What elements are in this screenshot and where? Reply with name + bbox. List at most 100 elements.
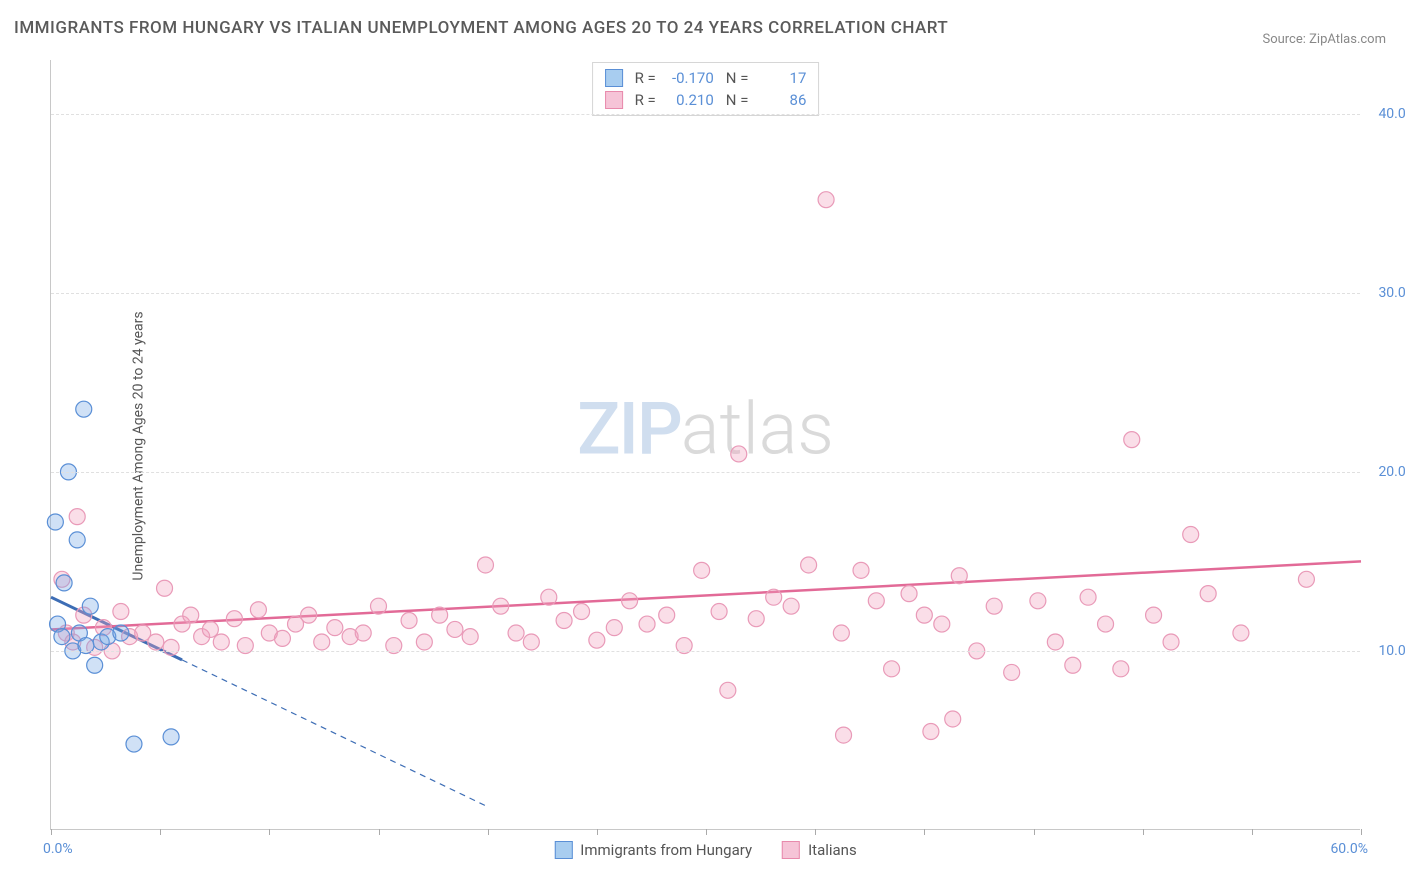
trendline-hungary-dashed xyxy=(182,660,488,807)
point-italians xyxy=(711,604,727,620)
n-label: N = xyxy=(726,69,749,87)
point-italians xyxy=(1004,664,1020,680)
x-tick xyxy=(1143,829,1144,835)
legend-label-italians: Italians xyxy=(808,841,857,859)
point-italians xyxy=(766,589,782,605)
point-italians xyxy=(783,598,799,614)
chart-title: IMMIGRANTS FROM HUNGARY VS ITALIAN UNEMP… xyxy=(14,18,948,38)
x-tick xyxy=(597,829,598,835)
y-tick-label: 10.0% xyxy=(1366,643,1406,659)
n-value-1: 86 xyxy=(756,91,806,109)
point-italians xyxy=(157,580,173,596)
point-italians xyxy=(1113,661,1129,677)
r-value-0: -0.170 xyxy=(664,69,714,87)
point-italians xyxy=(462,629,478,645)
point-hungary xyxy=(113,625,129,641)
legend-series: Immigrants from Hungary Italians xyxy=(554,841,856,859)
x-axis-min-label: 0.0% xyxy=(43,841,73,857)
point-italians xyxy=(884,661,900,677)
point-italians xyxy=(1200,586,1216,602)
point-italians xyxy=(853,562,869,578)
legend-swatch-italians xyxy=(605,91,623,109)
point-italians xyxy=(868,593,884,609)
point-italians xyxy=(1183,527,1199,543)
point-italians xyxy=(523,634,539,650)
gridline xyxy=(51,114,1360,115)
point-italians xyxy=(274,630,290,646)
r-label: R = xyxy=(635,69,656,87)
gridline xyxy=(51,293,1360,294)
source-attribution: Source: ZipAtlas.com xyxy=(1262,32,1386,47)
point-italians xyxy=(1298,571,1314,587)
point-italians xyxy=(1047,634,1063,650)
point-italians xyxy=(371,598,387,614)
point-italians xyxy=(401,612,417,628)
x-tick xyxy=(1252,829,1253,835)
x-tick xyxy=(1361,829,1362,835)
legend-stats-row-1: R = 0.210 N = 86 xyxy=(605,89,807,111)
point-hungary xyxy=(76,401,92,417)
point-italians xyxy=(1146,607,1162,623)
point-italians xyxy=(556,612,572,628)
point-italians xyxy=(589,632,605,648)
gridline xyxy=(51,472,1360,473)
y-tick-label: 30.0% xyxy=(1366,285,1406,301)
point-italians xyxy=(639,616,655,632)
legend-item-hungary: Immigrants from Hungary xyxy=(554,841,752,859)
point-italians xyxy=(447,621,463,637)
point-italians xyxy=(69,509,85,525)
chart-svg xyxy=(51,60,1360,829)
point-italians xyxy=(986,598,1002,614)
point-italians xyxy=(508,625,524,641)
point-italians xyxy=(183,607,199,623)
point-italians xyxy=(416,634,432,650)
point-italians xyxy=(818,192,834,208)
legend-label-hungary: Immigrants from Hungary xyxy=(580,841,752,859)
point-italians xyxy=(541,589,557,605)
point-italians xyxy=(250,602,266,618)
y-tick-label: 20.0% xyxy=(1366,464,1406,480)
chart-container: IMMIGRANTS FROM HUNGARY VS ITALIAN UNEMP… xyxy=(0,0,1406,892)
point-italians xyxy=(148,634,164,650)
legend-stats-row-0: R = -0.170 N = 17 xyxy=(605,67,807,89)
point-italians xyxy=(1163,634,1179,650)
point-italians xyxy=(945,711,961,727)
plot-area: ZIPatlas R = -0.170 N = 17 R = 0.210 N =… xyxy=(50,60,1360,830)
point-italians xyxy=(1030,593,1046,609)
point-italians xyxy=(574,604,590,620)
gridline xyxy=(51,651,1360,652)
point-italians xyxy=(694,562,710,578)
x-tick xyxy=(706,829,707,835)
point-italians xyxy=(1233,625,1249,641)
point-italians xyxy=(477,557,493,573)
x-tick xyxy=(488,829,489,835)
x-tick xyxy=(160,829,161,835)
point-hungary xyxy=(69,532,85,548)
point-italians xyxy=(622,593,638,609)
x-tick xyxy=(269,829,270,835)
x-tick xyxy=(924,829,925,835)
x-tick xyxy=(51,829,52,835)
point-italians xyxy=(1124,432,1140,448)
point-hungary xyxy=(87,657,103,673)
point-italians xyxy=(951,568,967,584)
n-value-0: 17 xyxy=(756,69,806,87)
point-hungary xyxy=(126,736,142,752)
point-italians xyxy=(301,607,317,623)
point-italians xyxy=(1098,616,1114,632)
point-italians xyxy=(720,682,736,698)
point-italians xyxy=(606,620,622,636)
point-italians xyxy=(213,634,229,650)
point-hungary xyxy=(54,629,70,645)
y-tick-label: 40.0% xyxy=(1366,106,1406,122)
point-italians xyxy=(314,634,330,650)
point-italians xyxy=(801,557,817,573)
point-italians xyxy=(916,607,932,623)
x-axis-max-label: 60.0% xyxy=(1330,841,1368,857)
x-tick xyxy=(815,829,816,835)
legend-stats: R = -0.170 N = 17 R = 0.210 N = 86 xyxy=(592,62,820,116)
r-value-1: 0.210 xyxy=(664,91,714,109)
point-italians xyxy=(731,446,747,462)
x-tick xyxy=(1034,829,1035,835)
point-italians xyxy=(748,611,764,627)
